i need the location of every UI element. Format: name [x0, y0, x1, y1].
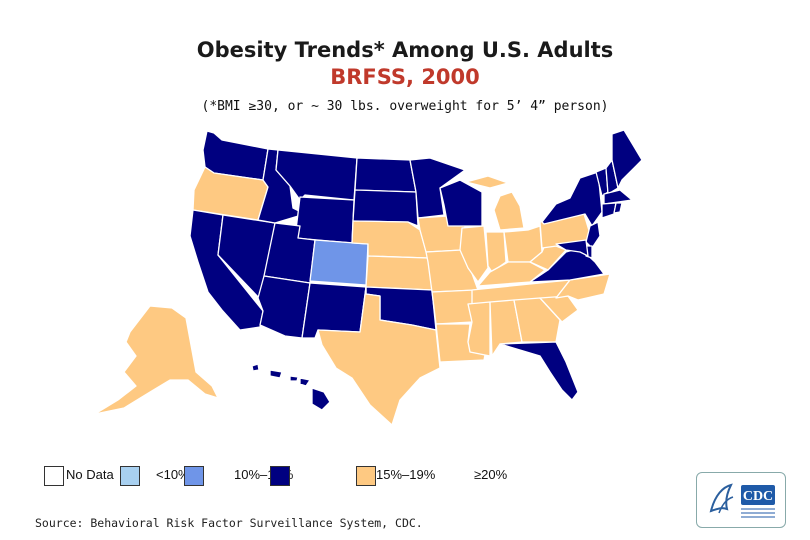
state-NY: [541, 171, 603, 227]
state-MS: [467, 301, 491, 357]
state-CO: [309, 239, 369, 286]
state-IL: [459, 225, 489, 283]
state-SD: [352, 189, 419, 227]
state-AK: [94, 305, 219, 415]
state-KS: [365, 255, 433, 291]
state-WY: [294, 196, 355, 244]
legend-swatch-10-14: [184, 466, 204, 486]
state-MN: [409, 157, 466, 219]
state-RI: [613, 202, 623, 214]
legend-label-lt10: <10%: [156, 467, 190, 482]
state-AZ: [257, 275, 311, 339]
state-MA: [603, 189, 633, 205]
state-WI: [439, 179, 483, 227]
state-MD: [555, 239, 589, 257]
state-ND: [354, 157, 417, 193]
cdc-logo-text: CDC: [743, 489, 773, 504]
legend-swatch-15-19-blue: [270, 466, 290, 486]
state-MI: [465, 175, 525, 231]
legend-label-no-data: No Data: [66, 467, 114, 482]
state-CT: [601, 202, 617, 219]
map-title: Obesity Trends* Among U.S. Adults: [196, 38, 614, 62]
legend-swatch-no-data: [44, 466, 64, 486]
state-HI: [251, 363, 331, 411]
state-NJ: [585, 221, 601, 249]
state-GA: [513, 297, 561, 343]
state-ME: [611, 129, 643, 189]
map-subtitle-year: BRFSS, 2000: [330, 65, 480, 89]
state-TX: [317, 286, 441, 426]
source-citation: Source: Behavioral Risk Factor Surveilla…: [35, 516, 423, 530]
legend-label-ge20: ≥20%: [474, 467, 508, 482]
state-FL: [499, 341, 579, 401]
state-NM: [301, 282, 367, 339]
bmi-footnote: (*BMI ≥30, or ~ 30 lbs. overweight for 5…: [201, 99, 609, 114]
hhs-eagle-icon: CDC: [709, 483, 775, 518]
legend-label-15-19: 15%–19%: [376, 467, 436, 482]
legend-swatch-ge20: [356, 466, 376, 486]
legend-swatch-lt10: [120, 466, 140, 486]
cdc-logo: CDC: [696, 472, 786, 528]
